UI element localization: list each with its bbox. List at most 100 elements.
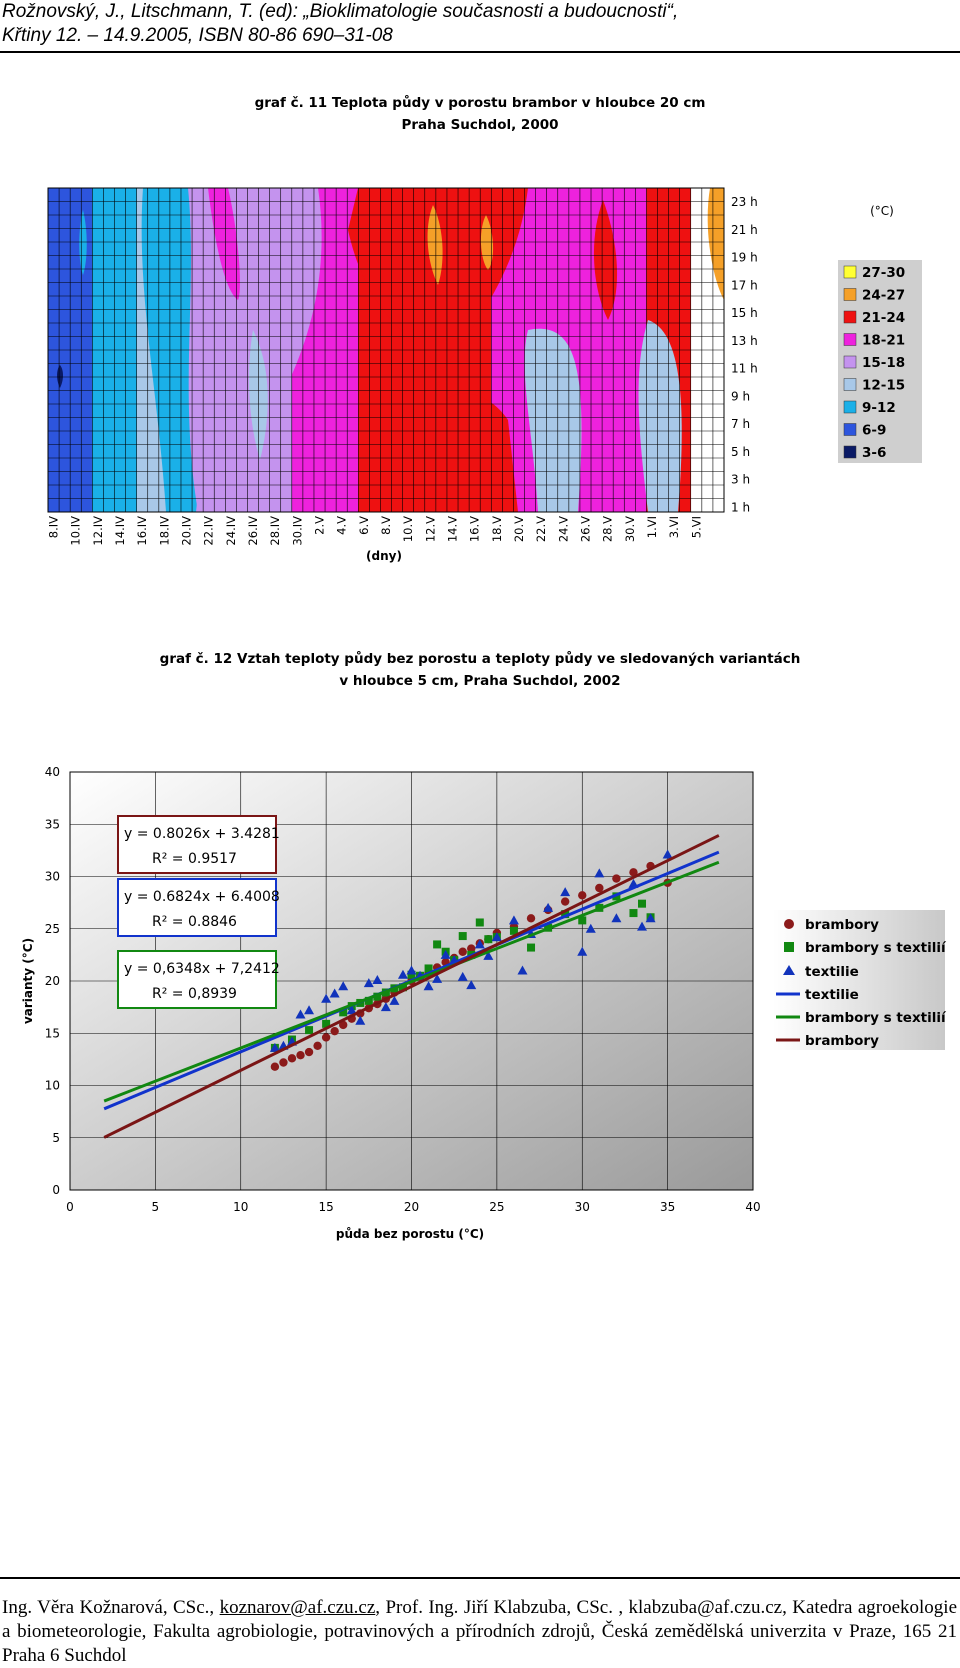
equation-box-textilie: y = 0.6824x + 6.4008 R² = 0.8846 <box>117 878 280 937</box>
heatmap-x-tick: 16.V <box>468 516 482 542</box>
point-textilie <box>304 1005 315 1015</box>
footer-email-link[interactable]: koznarov@af.czu.cz <box>219 1597 376 1618</box>
heatmap-y-tick: 7 h <box>731 417 750 431</box>
heatmap-chart: 23 h 21 h 19 h 17 h 15 h 13 h 11 h 9 h 7 h 5 h 3 h… <box>47 187 922 563</box>
point-textilie <box>397 969 408 979</box>
footer-author-1: Ing. Věra Kožnarová, CSc., <box>2 1597 220 1618</box>
heatmap-frame <box>47 187 725 513</box>
point-brambory-s-textilií <box>458 932 467 941</box>
point-textilie <box>483 950 494 960</box>
heatmap-x-tick: 8.V <box>379 516 393 535</box>
heatmap-x-tick: 20.IV <box>180 516 194 546</box>
point-textilie <box>406 965 417 975</box>
legend-marker-brambory-s-textilii <box>784 942 794 952</box>
scatter-x-tick: 20 <box>404 1200 419 1214</box>
heatmap-x-tick: 8.IV <box>47 516 61 538</box>
point-textilie <box>295 1009 306 1019</box>
equation-box-brambory-s-textilii: y = 0,6348x + 7,2412 R² = 0,8939 <box>117 950 280 1009</box>
point-brambory <box>287 1054 297 1063</box>
heatmap-x-tick: 4.V <box>335 516 349 535</box>
scatter-y-tick: 5 <box>52 1131 60 1145</box>
scatter-x-tick: 30 <box>575 1200 590 1214</box>
heatmap-x-tick: 10.IV <box>69 516 83 546</box>
heatmap-x-tick: 16.IV <box>135 516 149 546</box>
point-textilie <box>269 1042 280 1052</box>
heatmap-legend-label: 6-9 <box>862 423 886 439</box>
scatter-trendlines <box>103 834 720 1139</box>
point-brambory-s-textilií <box>484 935 493 944</box>
point-brambory <box>279 1058 288 1067</box>
point-brambory <box>467 944 476 953</box>
legend-label-brambory-s-textilii: brambory s textilií <box>805 940 947 956</box>
scatter-x-tick: 10 <box>233 1200 248 1214</box>
point-brambory <box>304 1047 314 1057</box>
scatter-y-tick: 40 <box>45 765 60 779</box>
header-rule <box>0 51 960 53</box>
footer-rule <box>0 1577 960 1579</box>
point-brambory <box>560 897 570 906</box>
heatmap-x-tick: 18.V <box>490 516 504 542</box>
heatmap-contour-12-15-b <box>524 328 582 512</box>
heatmap-legend-swatch <box>843 355 857 369</box>
heatmap-x-tick: 10.V <box>401 516 415 542</box>
point-brambory-s-textilií <box>339 1008 348 1017</box>
heatmap-x-tick: 28.V <box>601 516 615 542</box>
point-textilie <box>585 923 596 933</box>
header-line-1: Rožnovský, J., Litschmann, T. (ed): „Bio… <box>2 1 679 22</box>
heatmap-legend-swatch <box>843 378 857 391</box>
point-brambory <box>313 1041 322 1050</box>
scatter-title: graf č. 12 Vztah teploty půdy bez porost… <box>159 651 801 689</box>
heatmap-x-tick: 24.IV <box>224 516 238 546</box>
heatmap-y-tick: 15 h <box>731 306 758 320</box>
heatmap-legend-swatch <box>843 423 857 436</box>
scatter-x-tick: 40 <box>745 1200 760 1214</box>
heatmap-contour-12-15-c <box>638 320 682 512</box>
scatter-y-tick: 10 <box>45 1079 60 1093</box>
scatter-y-tick: 15 <box>45 1026 60 1040</box>
heatmap-x-tick: 18.IV <box>157 516 171 546</box>
trendline-brambory <box>103 834 720 1139</box>
point-textilie <box>380 1002 391 1012</box>
point-brambory <box>270 1062 280 1071</box>
point-textilie <box>338 981 349 991</box>
heatmap-grid <box>47 187 725 513</box>
point-textilie <box>457 971 468 981</box>
scatter-y-tick: 25 <box>45 922 60 936</box>
legend-label-brambory: brambory <box>805 917 879 933</box>
scatter-y-tick: 20 <box>45 974 60 988</box>
point-brambory <box>578 891 587 900</box>
point-textilie <box>474 939 485 949</box>
svg-text:y = 0,6348x + 7,2412: y = 0,6348x + 7,2412 <box>124 961 280 977</box>
heatmap-y-tick: 19 h <box>731 251 758 265</box>
svg-text:y = 0.6824x + 6.4008: y = 0.6824x + 6.4008 <box>124 889 280 905</box>
point-brambory-s-textilií <box>638 899 647 908</box>
point-textilie <box>662 849 673 859</box>
point-brambory <box>321 1033 331 1042</box>
heatmap-legend-label: 3-6 <box>862 445 886 461</box>
point-textilie <box>491 932 502 942</box>
scatter-x-ticks: 0 5 10 15 20 25 30 35 40 <box>66 1200 760 1214</box>
legend-label-textilie-line: textilie <box>805 987 859 1003</box>
document-header: Rožnovský, J., Litschmann, T. (ed): „Bio… <box>2 0 678 48</box>
point-brambory <box>629 868 638 877</box>
point-brambory-s-textilií <box>509 926 518 935</box>
point-textilie <box>594 868 605 878</box>
scatter-y-tick: 30 <box>45 870 60 884</box>
point-brambory-s-textilií <box>322 1019 331 1028</box>
point-brambory <box>595 883 604 893</box>
heatmap-x-tick: 20.V <box>512 516 526 542</box>
point-brambory-s-textilií <box>561 910 570 919</box>
heatmap-legend: 27-30 24-27 21-24 18-21 15-18 12-15 9-12 6-9 3-6 <box>838 260 922 463</box>
footer-authors: Ing. Věra Kožnarová, CSc., koznarov@af.c… <box>2 1597 957 1666</box>
scatter-x-tick: 25 <box>489 1200 504 1214</box>
point-brambory <box>296 1050 305 1060</box>
point-brambory <box>458 947 467 956</box>
heatmap-legend-swatch <box>843 400 857 414</box>
point-brambory-s-textilií <box>475 918 484 927</box>
point-textilie <box>363 978 374 988</box>
point-textilie <box>321 993 332 1003</box>
heatmap-legend-swatch <box>843 445 857 459</box>
heatmap-x-tick: 3.VI <box>667 516 681 538</box>
point-textilie <box>543 902 554 912</box>
point-textilie <box>440 949 451 959</box>
